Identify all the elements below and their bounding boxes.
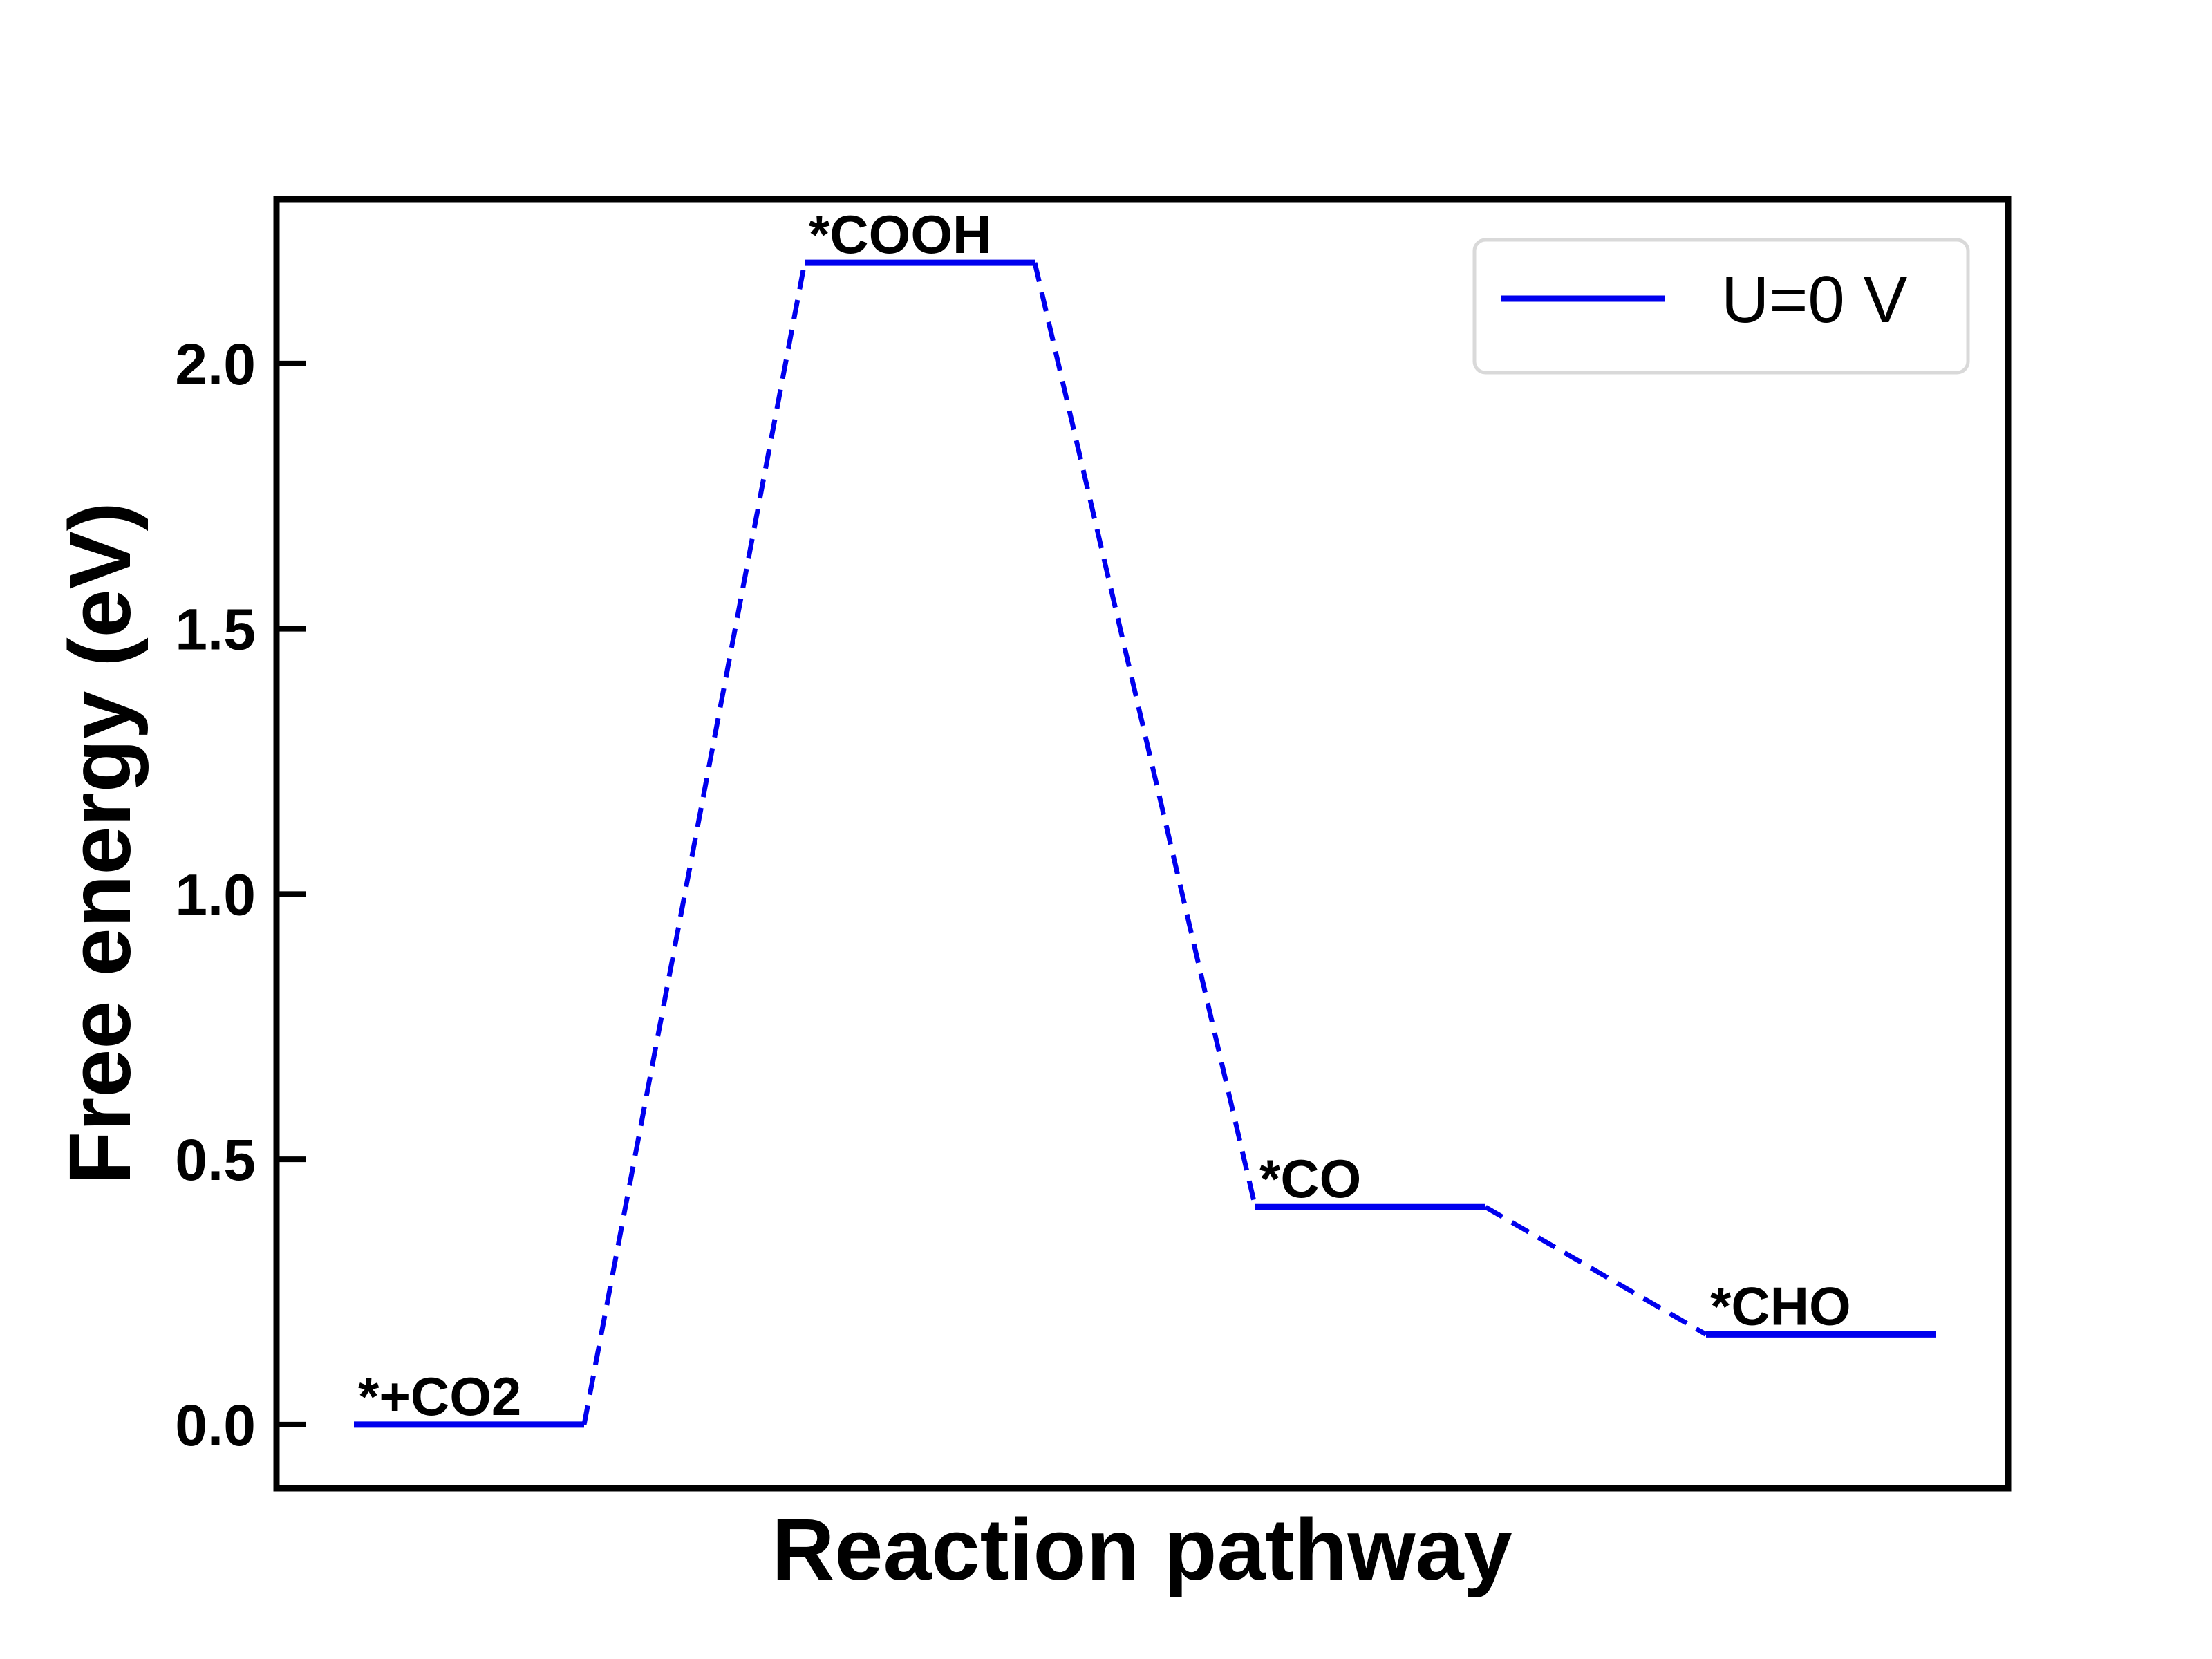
state-labels: *+CO2 *COOH *CO *CHO	[358, 204, 1851, 1427]
connector-2	[1484, 1205, 1707, 1337]
legend-label: U=0 V	[1721, 263, 1907, 337]
state-label-0: *+CO2	[358, 1366, 521, 1427]
y-tick-label-0: 0.0	[175, 1393, 256, 1458]
state-label-3: *CHO	[1710, 1275, 1851, 1336]
plot-frame	[273, 196, 2012, 1492]
connector-lines	[581, 262, 1707, 1425]
connector-0	[581, 262, 807, 1425]
x-axis-title: Reaction pathway	[771, 1501, 1512, 1598]
y-tick-label-2: 1.0	[175, 862, 256, 927]
y-tick-label-3: 1.5	[175, 597, 256, 662]
energy-levels	[354, 259, 1936, 1428]
legend-box	[1472, 238, 1970, 375]
legend: U=0 V	[1472, 238, 1970, 375]
connector-1	[1032, 262, 1258, 1208]
y-axis-ticks: 0.0 0.5 1.0 1.5 2.0	[175, 332, 306, 1458]
state-label-2: *CO	[1259, 1148, 1361, 1209]
y-tick-label-1: 0.5	[175, 1127, 256, 1192]
state-label-1: *COOH	[809, 204, 991, 265]
y-axis-title: Free energy (eV)	[51, 502, 149, 1184]
y-tick-label-4: 2.0	[175, 332, 256, 397]
